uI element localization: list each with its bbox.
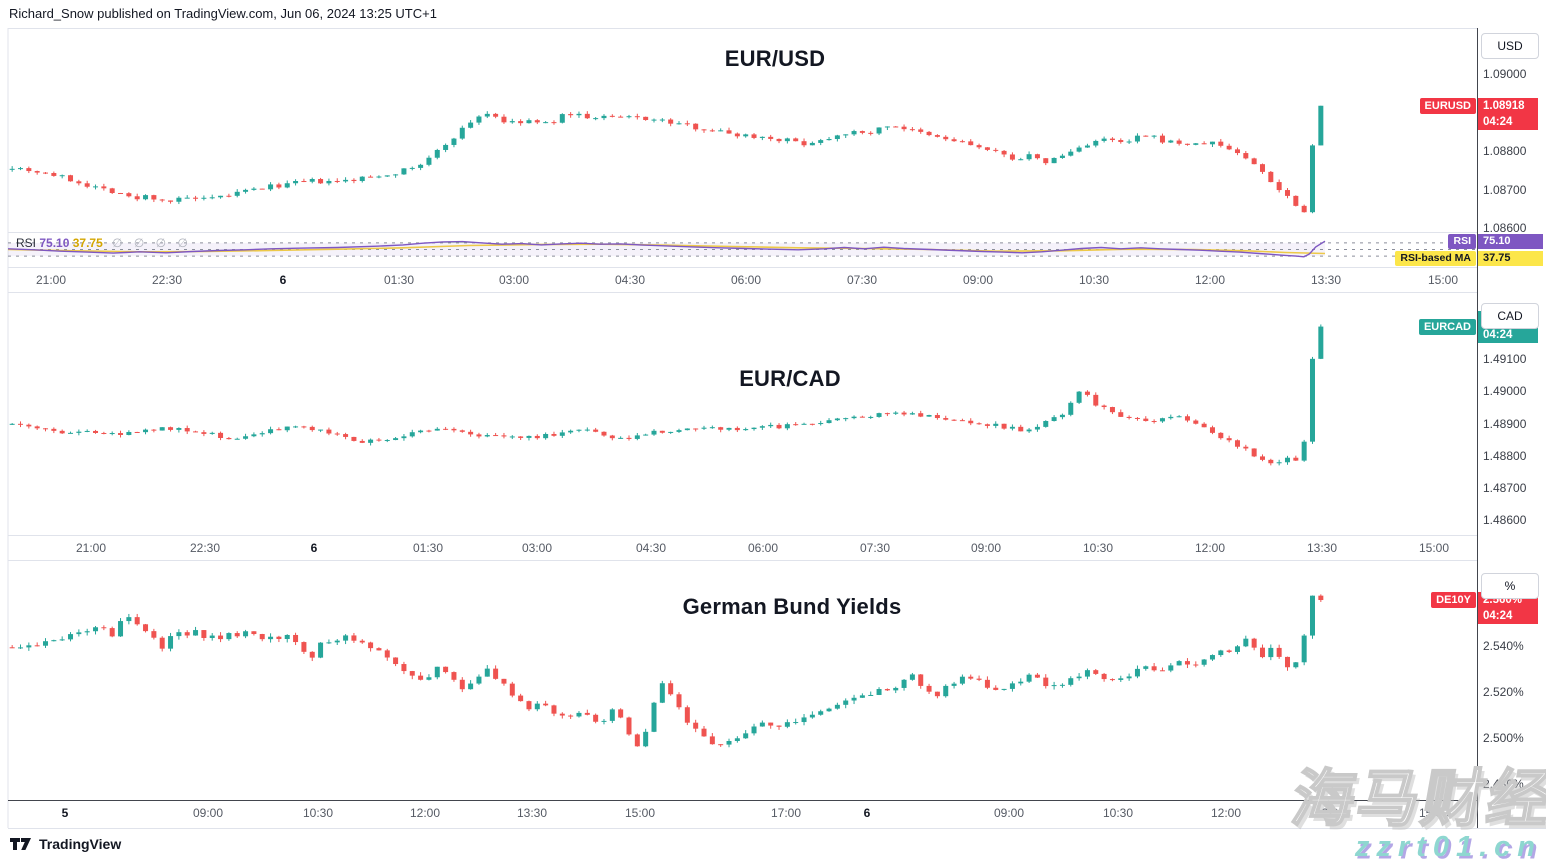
- x-tick-label: 22:30: [151, 273, 183, 287]
- unit-button-cad[interactable]: CAD: [1481, 303, 1539, 329]
- x-tick-label: 01:30: [412, 541, 444, 555]
- x-tick-label: 13:30: [516, 806, 548, 820]
- y-tick-label: 1.09000: [1483, 67, 1527, 82]
- y-tick-label: 1.48900: [1483, 416, 1527, 431]
- indicator-control-icons[interactable]: ∅ ∅ ∅ ∅: [112, 236, 192, 250]
- y-tick-label: 1.08700: [1483, 182, 1527, 197]
- x-tick-label: 06:00: [747, 541, 779, 555]
- unit-button-percent[interactable]: %: [1481, 573, 1539, 599]
- x-tick-label: 6: [310, 541, 318, 555]
- x-tick-label: 09:00: [962, 273, 994, 287]
- x-tick-label: 09:00: [192, 806, 224, 820]
- attribution-text: Richard_Snow published on TradingView.co…: [9, 6, 437, 21]
- y-tick-label: 1.49100: [1483, 351, 1527, 366]
- price-box-eurusd: 1.08918 04:24: [1478, 97, 1538, 130]
- chart-title-bund: German Bund Yields: [682, 594, 902, 619]
- x-tick-label: 10:30: [1082, 541, 1114, 555]
- x-tick-label: 09:00: [970, 541, 1002, 555]
- x-tick-label: 03:00: [521, 541, 553, 555]
- y-tick-label: 2.540%: [1483, 639, 1524, 653]
- x-tick-label: 13:30: [1306, 541, 1338, 555]
- rsi-ma-legend-value: 37.75: [72, 236, 103, 250]
- tradingview-logo-icon: [10, 837, 31, 850]
- symbol-tag-eurusd: EURUSD: [1419, 97, 1476, 114]
- y-tick-label: 1.48700: [1483, 481, 1527, 496]
- symbol-tag-de10y: DE10Y: [1431, 592, 1476, 608]
- x-tick-label: 15:00: [1427, 273, 1459, 287]
- x-tick-label: 21:00: [35, 273, 67, 287]
- chart-title-eurusd: EUR/USD: [724, 46, 826, 71]
- x-tick-label: 07:30: [859, 541, 891, 555]
- x-tick-label: 12:00: [1210, 806, 1242, 820]
- x-tick-label: 01:30: [383, 273, 415, 287]
- x-tick-label: 04:30: [614, 273, 646, 287]
- rsi-ma-axis-tag: RSI-based MA: [1395, 251, 1476, 266]
- last-price-eurusd: 1.08918: [1483, 99, 1525, 112]
- x-tick-label: 13:30: [1310, 273, 1342, 287]
- x-tick-label: 15:00: [1418, 541, 1450, 555]
- watermark-site: zzrt01.cn: [1354, 831, 1542, 863]
- x-tick-label: 04:30: [635, 541, 667, 555]
- x-tick-label: 21:00: [75, 541, 107, 555]
- y-tick-label: 2.520%: [1483, 685, 1524, 699]
- x-tick-label: 12:00: [1194, 273, 1226, 287]
- x-tick-label: 22:30: [189, 541, 221, 555]
- y-tick-label: 1.48600: [1483, 513, 1527, 528]
- x-tick-label: 06:00: [730, 273, 762, 287]
- y-tick-label: 1.08600: [1483, 221, 1527, 236]
- x-tick-label: 12:00: [1194, 541, 1226, 555]
- unit-button-usd[interactable]: USD: [1481, 33, 1539, 59]
- x-tick-label: 10:30: [1102, 806, 1134, 820]
- rsi-legend: RSI 75.10 37.75 ∅ ∅ ∅ ∅: [16, 236, 192, 250]
- x-tick-label: 09:00: [993, 806, 1025, 820]
- symbol-tag-eurcad: EURCAD: [1418, 318, 1476, 335]
- x-tick-label: 12:00: [409, 806, 441, 820]
- x-tick-label: 07:30: [846, 273, 878, 287]
- chart-title-eurcad: EUR/CAD: [739, 366, 841, 391]
- y-tick-label: 2.480%: [1483, 776, 1524, 791]
- rsi-axis-value: 75.10: [1478, 234, 1543, 249]
- y-tick-label: 2.500%: [1483, 730, 1524, 745]
- x-tick-label: 10:30: [302, 806, 334, 820]
- x-tick-label: 10:30: [1078, 273, 1110, 287]
- footer-bar: TradingView: [10, 836, 121, 852]
- countdown-de10y: 04:24: [1483, 610, 1513, 622]
- x-tick-label: 15:00: [624, 806, 656, 820]
- countdown-eurusd: 04:24: [1483, 115, 1513, 128]
- y-tick-label: 1.48800: [1483, 448, 1527, 463]
- x-tick-label: 15:00: [1418, 806, 1450, 820]
- x-tick-label: 13:30: [1314, 806, 1346, 820]
- tradingview-brand-text: TradingView: [39, 836, 122, 852]
- watermark-chinese: 海马财经: [1286, 764, 1546, 835]
- countdown-eurcad: 04:24: [1483, 329, 1513, 341]
- x-tick-label: 03:00: [498, 273, 530, 287]
- y-tick-label: 1.49000: [1483, 384, 1527, 399]
- x-tick-label: 6: [279, 273, 287, 287]
- rsi-legend-name: RSI: [16, 236, 37, 250]
- rsi-ma-axis-value: 37.75: [1478, 251, 1543, 266]
- x-tick-label: 17:00: [770, 806, 802, 820]
- x-tick-label: 5: [61, 806, 69, 820]
- y-tick-label: 1.08800: [1483, 144, 1527, 159]
- x-tick-label: 6: [863, 806, 871, 820]
- rsi-legend-value: 75.10: [39, 236, 70, 250]
- rsi-axis-tag: RSI: [1448, 234, 1476, 249]
